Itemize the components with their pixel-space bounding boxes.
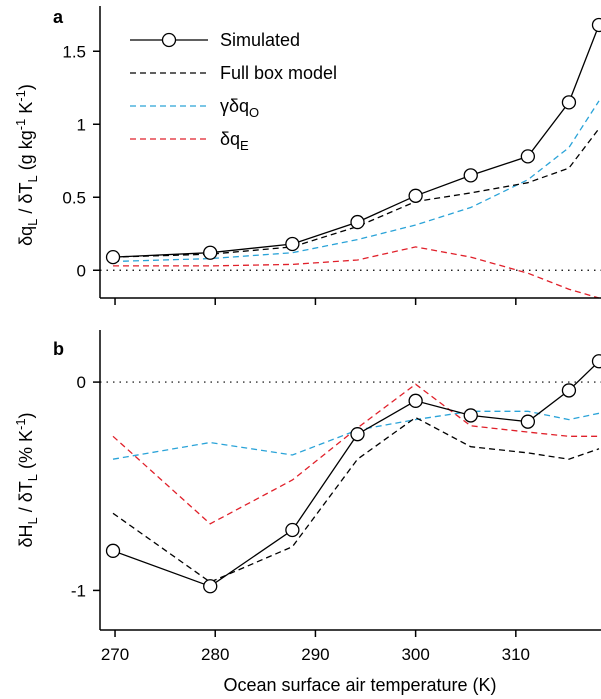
series-marker-simulated bbox=[591, 17, 601, 33]
series-line-full-box-model bbox=[112, 128, 600, 258]
series-marker-simulated bbox=[408, 188, 423, 203]
series-marker-simulated bbox=[350, 214, 365, 230]
panel-b-label: b bbox=[53, 339, 64, 359]
panel-b: -1 0 270 280 290 300 310 b δHL / δTL (% K-1) bbox=[13, 330, 601, 664]
x-axis-label: Ocean surface air temperature (K) bbox=[223, 675, 496, 695]
series-line--q-e bbox=[113, 246, 600, 299]
series-marker-simulated bbox=[561, 95, 577, 110]
panel-a-axes: 0 0.5 1 1.5 bbox=[62, 6, 601, 305]
y-tick-label: 0 bbox=[77, 373, 86, 392]
series-marker-simulated bbox=[520, 414, 536, 429]
legend-label: Full box model bbox=[220, 63, 337, 83]
series-line--q-o bbox=[112, 100, 600, 263]
series-marker-simulated bbox=[203, 579, 218, 594]
x-tick-label: 280 bbox=[201, 645, 229, 664]
x-tick-label: 270 bbox=[101, 645, 129, 664]
series-marker-simulated bbox=[285, 522, 300, 538]
y-tick-label: -1 bbox=[71, 581, 86, 600]
legend: Simulated Full box model γδqO δqE bbox=[130, 30, 337, 153]
series-line-simulated bbox=[112, 360, 600, 588]
series-marker-simulated bbox=[463, 168, 478, 183]
series-line--q-e bbox=[112, 383, 599, 525]
x-tick-label: 310 bbox=[502, 645, 530, 664]
series-marker-simulated bbox=[520, 149, 536, 164]
series-line--q-o bbox=[112, 410, 600, 460]
legend-label: γδqO bbox=[220, 96, 259, 120]
series-marker-simulated bbox=[591, 354, 601, 369]
x-tick-label: 300 bbox=[401, 645, 429, 664]
series-line-full-box-model bbox=[112, 416, 600, 583]
series-marker-simulated bbox=[561, 383, 577, 398]
y-tick-label: 0.5 bbox=[62, 188, 86, 207]
series-marker-simulated bbox=[105, 543, 121, 558]
legend-label: δqE bbox=[220, 129, 249, 153]
panel-b-axes: -1 0 270 280 290 300 310 bbox=[71, 330, 601, 664]
series-marker-simulated bbox=[350, 427, 365, 442]
series-marker-simulated bbox=[203, 245, 218, 260]
legend-marker bbox=[161, 32, 177, 48]
series-marker-simulated bbox=[463, 408, 478, 423]
series-marker-simulated bbox=[105, 249, 121, 265]
y-tick-label: 0 bbox=[77, 261, 86, 280]
series-marker-simulated bbox=[408, 393, 423, 408]
panel-b-y-axis-label: δHL / δTL (% K-1) bbox=[13, 412, 40, 547]
panel-a-label: a bbox=[53, 7, 64, 27]
series-marker-simulated bbox=[285, 236, 300, 252]
panel-a-series bbox=[105, 17, 601, 299]
legend-label: Simulated bbox=[220, 30, 300, 50]
panel-b-series bbox=[105, 354, 601, 594]
panel-a: 0 0.5 1 1.5 a δqL / δTL (g kg-1 K-1) Simula… bbox=[13, 6, 601, 305]
y-tick-label: 1.5 bbox=[62, 42, 86, 61]
y-tick-label: 1 bbox=[77, 115, 86, 134]
panel-a-y-axis-label: δqL / δTL (g kg-1 K-1) bbox=[13, 84, 40, 246]
x-tick-label: 290 bbox=[301, 645, 329, 664]
